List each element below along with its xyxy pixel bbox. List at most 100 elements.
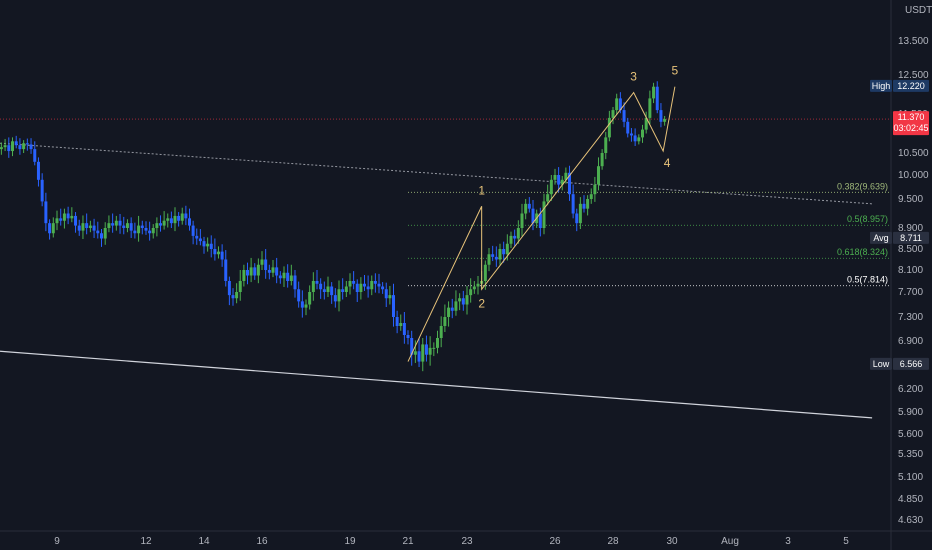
candle-body: [509, 235, 513, 244]
candle-body: [11, 141, 14, 152]
candle-body: [300, 301, 304, 308]
svg-text:Low: Low: [873, 359, 890, 369]
wave-path: [407, 86, 676, 362]
wave-label: 3: [630, 70, 637, 84]
candle-body: [66, 213, 70, 219]
wave-label: 1: [478, 183, 485, 197]
candle-body: [88, 225, 92, 228]
time-tick-label: 3: [785, 536, 791, 547]
candle-body: [122, 225, 126, 228]
candle-body: [55, 218, 59, 224]
candle-body: [184, 213, 188, 219]
candle-body: [308, 292, 312, 305]
time-tick-label: 9: [54, 536, 60, 547]
candle-body: [148, 230, 152, 234]
candle-body: [14, 141, 18, 146]
candle-body: [439, 326, 443, 338]
candle-body: [611, 110, 615, 118]
time-tick-label: 30: [666, 536, 678, 547]
candle-body: [206, 243, 210, 247]
candle-body: [18, 145, 22, 150]
candle-body: [458, 298, 462, 302]
candle-body: [454, 301, 458, 311]
candle-body: [560, 179, 564, 185]
price-tick-label: 13.500: [898, 36, 929, 47]
candle-body: [195, 235, 199, 239]
candle-body: [278, 275, 282, 279]
candle-body: [209, 243, 213, 249]
price-axis[interactable]: 13.50012.50011.50010.50010.0009.5008.900…: [898, 36, 929, 526]
candle-body: [406, 335, 410, 338]
candle-body: [505, 243, 509, 255]
candle-body: [217, 251, 220, 255]
candle-body: [246, 270, 249, 276]
candle-body: [40, 179, 44, 202]
time-axis[interactable]: 9 12 14 16 19 21 23 26 28 30 Aug 3 5: [54, 536, 849, 547]
candle-body: [348, 281, 352, 287]
candle-body: [326, 286, 330, 292]
candle-body: [491, 254, 495, 257]
candle-body: [524, 203, 528, 214]
candle-body: [311, 281, 315, 292]
candle-body: [597, 166, 600, 185]
price-tick-label: 5.600: [898, 429, 923, 440]
candle-body: [436, 338, 439, 348]
candle-body: [648, 98, 652, 118]
candle-body: [604, 137, 608, 153]
candle-body: [465, 295, 469, 305]
svg-text:11.370: 11.370: [898, 112, 925, 122]
candle-body: [395, 317, 399, 326]
candle-body: [202, 241, 206, 247]
candle-body: [59, 218, 63, 221]
candle-body: [289, 275, 293, 281]
candle-body: [51, 223, 55, 234]
candle-body: [62, 213, 66, 221]
candle-body: [44, 201, 48, 224]
time-tick-label: 5: [843, 536, 849, 547]
candle-body: [652, 86, 656, 99]
price-tick-label: 4.630: [898, 515, 923, 526]
candle-body: [286, 272, 290, 281]
candle-body: [100, 233, 103, 239]
candle-body: [502, 249, 506, 255]
trendlines: [0, 142, 873, 419]
time-tick-label: 16: [256, 536, 268, 547]
candle-body: [461, 298, 465, 305]
candle-body: [242, 270, 246, 281]
candle-body: [322, 289, 326, 292]
trendline: [0, 350, 873, 419]
candle-body: [626, 121, 630, 134]
candle-body: [70, 215, 74, 219]
candle-body: [275, 267, 279, 276]
candle-body: [600, 153, 604, 167]
candle-body: [472, 286, 476, 290]
candle-body: [125, 223, 129, 228]
candle-body: [333, 295, 337, 302]
wave-label: 5: [672, 64, 679, 78]
candle-body: [282, 272, 286, 279]
price-tick-label: 8.100: [898, 265, 923, 276]
candle-body: [513, 235, 517, 239]
candle-body: [213, 249, 217, 255]
candle-body: [159, 223, 162, 226]
price-tick-label: 8.500: [898, 244, 923, 255]
candle-body: [7, 145, 11, 152]
candle-body: [220, 251, 224, 260]
candle-body: [319, 283, 323, 290]
price-tick-label: 5.350: [898, 449, 923, 460]
candle-body: [641, 129, 644, 138]
candle-body: [637, 137, 641, 142]
candle-body: [103, 228, 107, 239]
candle-body: [48, 223, 52, 234]
candle-body: [578, 203, 582, 224]
candle-body: [77, 225, 81, 231]
candle-body: [315, 281, 319, 284]
candle-body: [133, 230, 137, 234]
svg-text:High: High: [872, 81, 891, 91]
svg-text:Avg: Avg: [873, 233, 888, 243]
candle-body: [564, 172, 568, 180]
